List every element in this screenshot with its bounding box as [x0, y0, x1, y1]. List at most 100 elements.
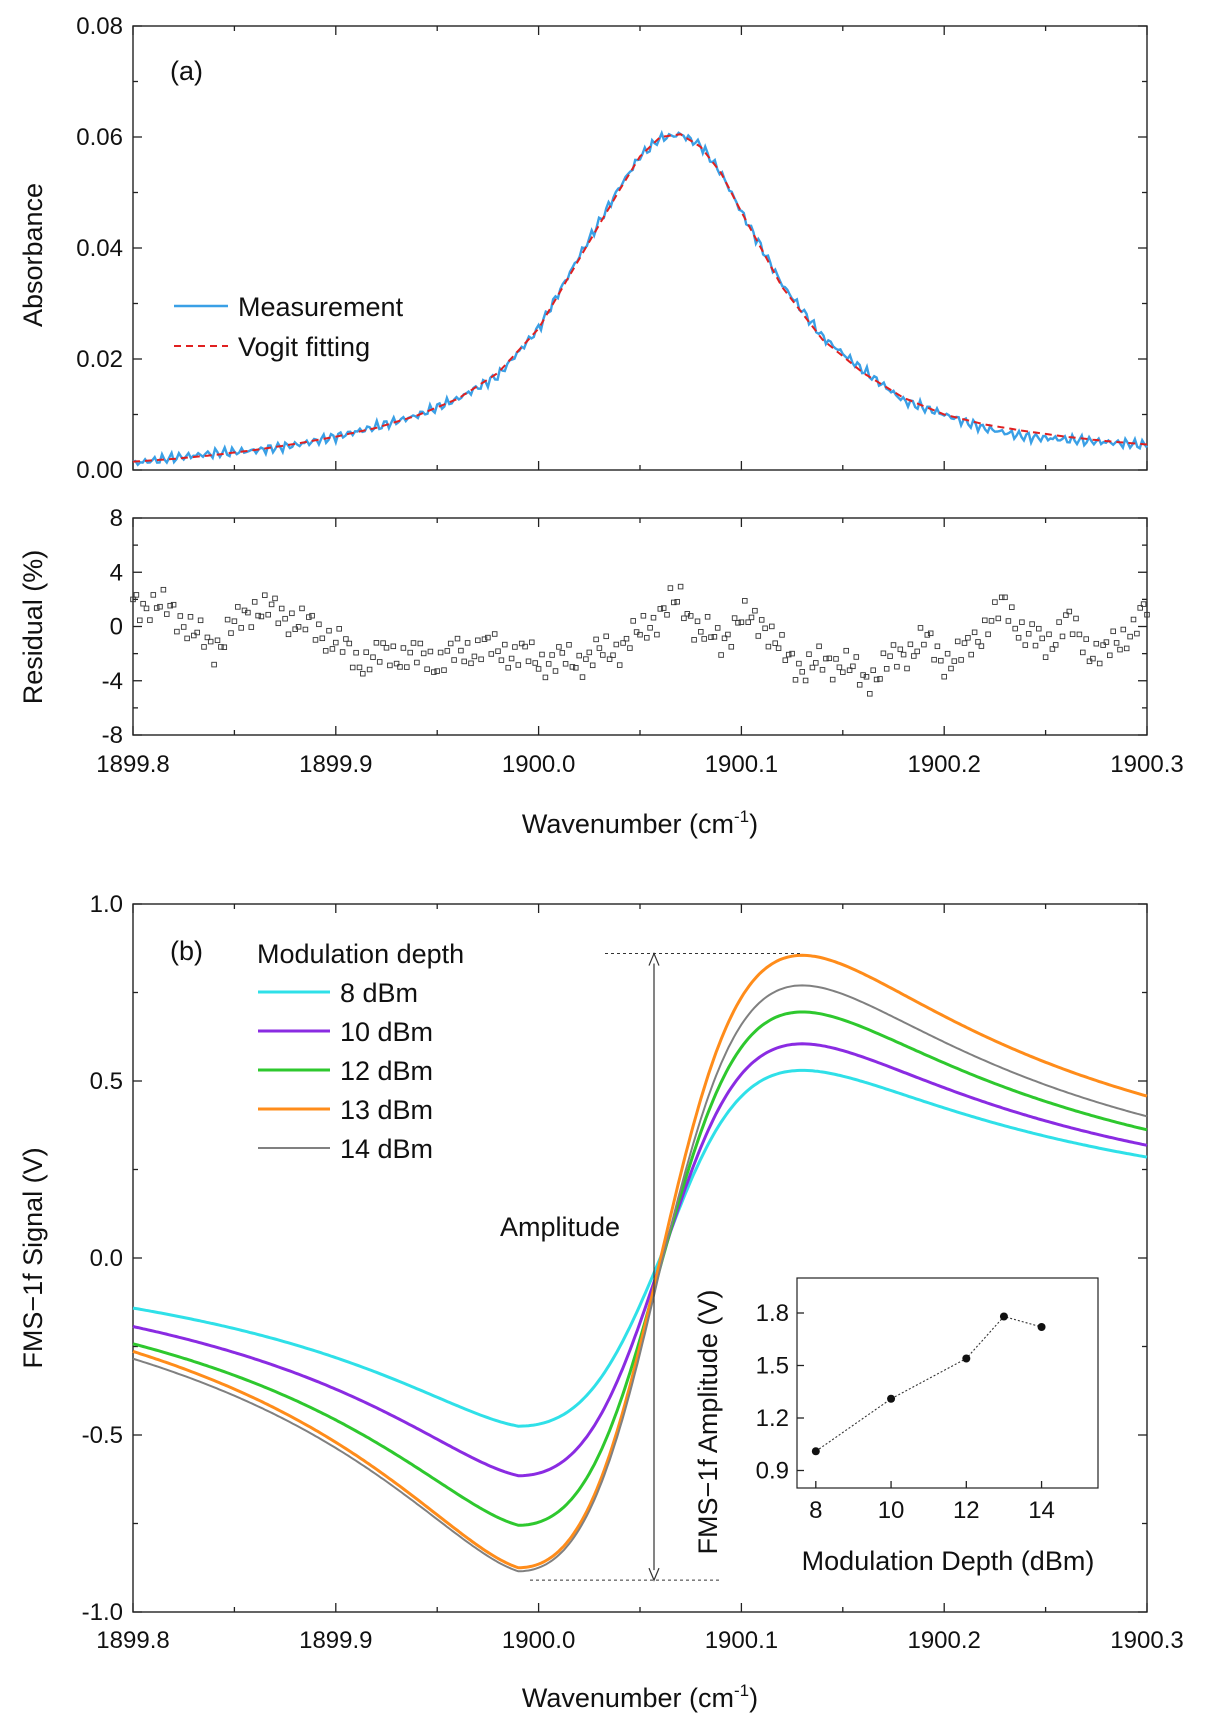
residual-point: [1066, 608, 1073, 615]
x-tick-label: 1899.9: [299, 751, 372, 778]
residual-point: [1120, 626, 1127, 633]
residual-point: [978, 643, 985, 649]
residual-point: [596, 645, 603, 651]
residual-point: [623, 635, 630, 642]
residual-point: [197, 617, 204, 624]
inset-y-axis-label: FMS−1f Amplitude (V): [693, 1290, 723, 1555]
residual-point: [522, 643, 528, 650]
inset-frame: [796, 1277, 1099, 1489]
x-tick-label: 1899.8: [96, 1627, 169, 1654]
residual-point: [170, 601, 177, 608]
legend-fit-label: Vogit fitting: [238, 332, 370, 362]
x-axis-label: Wavenumber (cm-1): [522, 1681, 758, 1713]
residual-point: [816, 643, 822, 650]
residual-point: [968, 651, 974, 658]
residual-point: [799, 669, 805, 675]
residual-point: [329, 646, 336, 652]
residual-point: [1076, 631, 1083, 638]
residual-point: [907, 641, 914, 648]
y-tick-label: 0.0: [90, 1245, 123, 1272]
residual-point: [748, 614, 755, 621]
residual-point: [495, 648, 501, 654]
residual-point: [1042, 654, 1049, 660]
residual-point: [397, 664, 403, 670]
residual-point: [586, 649, 593, 656]
residual-point: [420, 650, 427, 657]
y-axis-label: FMS−1f Signal (V): [18, 1147, 48, 1368]
panel-b-inset-plot: 8 10 12 14 0.9 1.2 1.5 1.8 Modulation Depth (dBm…: [693, 1277, 1099, 1576]
residual-point: [177, 613, 184, 619]
inset-point: [962, 1354, 971, 1363]
residual-point: [738, 619, 745, 625]
x-axis-label: Wavenumber (cm-1): [522, 807, 758, 839]
series-line-2: [132, 1010, 1148, 1527]
series-line-1: [132, 1042, 1148, 1478]
residual-point: [164, 611, 170, 617]
residual-point: [1130, 616, 1137, 623]
residual-point: [1113, 640, 1120, 646]
residual-point: [461, 658, 467, 665]
residual-point: [488, 651, 495, 657]
residual-point: [539, 651, 545, 658]
residual-point: [333, 639, 339, 646]
residual-point: [262, 592, 268, 598]
residual-point: [1080, 649, 1086, 656]
inset-x-tick-label: 14: [1028, 1497, 1055, 1524]
x-tick-label: 1900.3: [1110, 1627, 1183, 1654]
residual-point: [1012, 625, 1018, 632]
residual-point: [836, 664, 843, 671]
residual-point: [1025, 631, 1032, 637]
plot-frame: [132, 903, 1148, 1613]
residual-point: [299, 605, 305, 612]
residual-point: [393, 660, 400, 667]
residual-point: [542, 674, 549, 681]
residual-point: [376, 659, 383, 665]
amplitude-arrow-head-down: [648, 1567, 660, 1582]
x-tick-label: 1900.2: [907, 751, 980, 778]
residual-point: [850, 663, 856, 670]
residual-point: [180, 624, 187, 630]
y-tick-label: 8: [110, 505, 123, 532]
y-tick-label: -0.5: [82, 1422, 123, 1449]
inset-x-axis-label: Modulation Depth (dBm): [802, 1546, 1095, 1576]
residual-point: [944, 650, 951, 657]
residual-point: [525, 658, 532, 665]
residual-point: [1137, 605, 1143, 611]
residual-point: [965, 635, 971, 641]
residual-point: [650, 614, 657, 621]
residual-point: [356, 664, 363, 671]
residual-point: [326, 627, 332, 634]
residual-point: [417, 640, 424, 647]
residual-point: [481, 636, 488, 642]
residual-point: [1056, 619, 1062, 625]
residual-point: [1005, 618, 1012, 624]
residual-point: [573, 665, 579, 671]
x-tick-label: 1900.0: [502, 1627, 575, 1654]
residual-point: [894, 663, 900, 670]
inset-point: [887, 1394, 896, 1403]
residual-point: [265, 611, 271, 618]
residual-point: [769, 623, 775, 630]
residual-point: [140, 600, 146, 607]
residual-point: [353, 649, 359, 656]
x-tick-label: 1900.1: [705, 1627, 778, 1654]
y-axis-label: Absorbance: [18, 183, 48, 327]
x-tick-label: 1900.0: [502, 751, 575, 778]
residual-point: [1036, 625, 1042, 632]
residual-point: [410, 640, 417, 646]
residual-point: [725, 631, 731, 638]
vogit-fitting-line: [132, 133, 1148, 463]
residual-point: [934, 643, 941, 650]
residual-point: [1123, 645, 1130, 652]
residual-point: [444, 648, 451, 654]
residual-point: [187, 614, 194, 620]
residual-point: [566, 642, 572, 648]
residual-point: [863, 674, 870, 680]
y-tick-label: 0: [110, 614, 123, 641]
residual-point: [616, 662, 623, 668]
x-tick-label: 1900.2: [907, 1627, 980, 1654]
residual-point: [924, 632, 931, 638]
residual-point: [927, 630, 934, 637]
residual-point: [1103, 639, 1110, 645]
